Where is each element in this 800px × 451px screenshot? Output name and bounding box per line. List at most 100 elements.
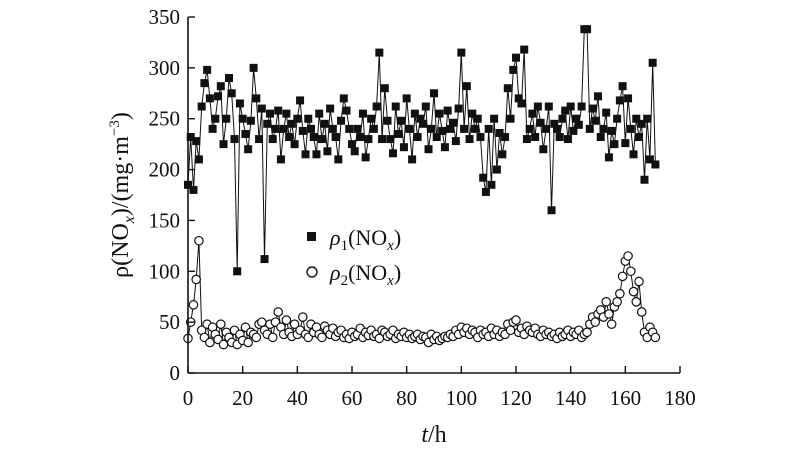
y-tick-label: 150 <box>149 208 181 232</box>
y-axis-label-sup: −3 <box>107 120 123 136</box>
data-point <box>369 124 378 133</box>
data-point <box>402 94 411 103</box>
data-point <box>625 266 636 277</box>
data-point <box>542 124 551 133</box>
data-point <box>281 315 292 325</box>
data-point <box>438 126 447 135</box>
data-point <box>208 124 217 133</box>
data-point <box>342 106 351 115</box>
data-point <box>301 150 310 159</box>
data-point <box>243 337 253 348</box>
data-point <box>462 82 471 91</box>
data-point <box>487 180 496 189</box>
data-point <box>615 96 624 105</box>
data-point <box>553 124 561 133</box>
data-point <box>271 124 280 133</box>
legend-label-rho2: ρ2(NOx) <box>329 260 401 289</box>
data-point <box>473 114 482 123</box>
data-point <box>481 187 490 196</box>
data-point <box>309 133 318 142</box>
legend-item-rho2: ρ2(NOx) <box>306 260 401 289</box>
x-tick-label: 120 <box>500 386 532 410</box>
data-point <box>599 124 608 133</box>
data-point <box>479 173 488 182</box>
data-point <box>631 296 642 307</box>
data-point <box>550 119 559 128</box>
legend-rho2-index: 2 <box>341 273 349 289</box>
data-point <box>505 325 516 336</box>
data-point <box>304 114 313 123</box>
data-point <box>440 143 449 152</box>
data-point <box>607 126 616 135</box>
y-axis-label: ρ(NOx)/(mg·m−3) <box>107 112 138 278</box>
data-point <box>367 114 376 123</box>
x-axis-var: t <box>421 422 429 448</box>
data-point <box>468 109 477 118</box>
data-point <box>451 137 460 146</box>
y-tick-label: 350 <box>149 5 181 29</box>
data-point <box>222 114 231 123</box>
data-point <box>569 126 578 135</box>
data-point <box>252 94 261 103</box>
data-point <box>405 124 414 133</box>
data-point <box>276 155 285 164</box>
data-point <box>544 102 553 111</box>
legend-item-rho1: ρ1(NOx) <box>307 225 401 254</box>
data-point <box>328 124 337 133</box>
data-point <box>539 145 548 154</box>
data-point <box>449 118 458 127</box>
data-point <box>476 133 485 142</box>
data-point <box>211 114 220 123</box>
legend-rho1-open: (NO <box>348 225 387 250</box>
data-point <box>606 319 617 329</box>
data-point <box>279 124 288 133</box>
x-tick-label: 160 <box>610 386 642 410</box>
data-point <box>547 206 556 215</box>
data-point <box>648 58 657 67</box>
data-point <box>651 160 660 169</box>
data-point <box>416 114 425 123</box>
data-point <box>484 124 493 133</box>
data-point <box>386 135 395 144</box>
y-axis-label-mid: )/(mg·m <box>108 136 134 216</box>
legend-rho1-close: ) <box>394 225 401 250</box>
data-point <box>191 274 201 285</box>
data-point <box>317 332 327 343</box>
data-point <box>596 133 605 142</box>
y-tick-label: 100 <box>149 259 181 283</box>
legend-rho2-open: (NO <box>348 260 387 285</box>
data-point <box>282 109 291 118</box>
data-point <box>490 114 499 123</box>
y-axis-label-post: ) <box>108 112 134 120</box>
data-point <box>334 155 343 164</box>
data-point <box>285 133 294 142</box>
data-point <box>525 124 534 133</box>
data-point <box>643 114 652 123</box>
y-axis-label-pre: ρ(NO <box>108 223 134 278</box>
data-point <box>509 65 518 74</box>
data-point <box>506 114 515 123</box>
data-point <box>383 116 392 125</box>
series-layer <box>183 25 661 350</box>
x-tick-label: 60 <box>342 386 363 410</box>
data-point <box>612 296 622 307</box>
data-point <box>582 327 592 338</box>
data-point <box>410 109 419 118</box>
data-point <box>358 109 367 118</box>
x-tick-label: 80 <box>396 386 417 410</box>
data-point <box>432 133 441 142</box>
data-point <box>241 129 250 138</box>
series-line-1 <box>187 28 656 272</box>
data-point <box>626 124 635 133</box>
data-point <box>297 312 308 322</box>
data-point <box>501 133 510 142</box>
data-point <box>200 79 209 88</box>
data-point <box>315 109 324 118</box>
data-point <box>457 48 466 57</box>
x-tick-label: 20 <box>232 386 253 410</box>
data-point <box>623 251 633 261</box>
data-point <box>307 124 315 133</box>
data-point <box>188 300 199 310</box>
data-point <box>233 267 242 276</box>
data-point <box>290 140 299 149</box>
